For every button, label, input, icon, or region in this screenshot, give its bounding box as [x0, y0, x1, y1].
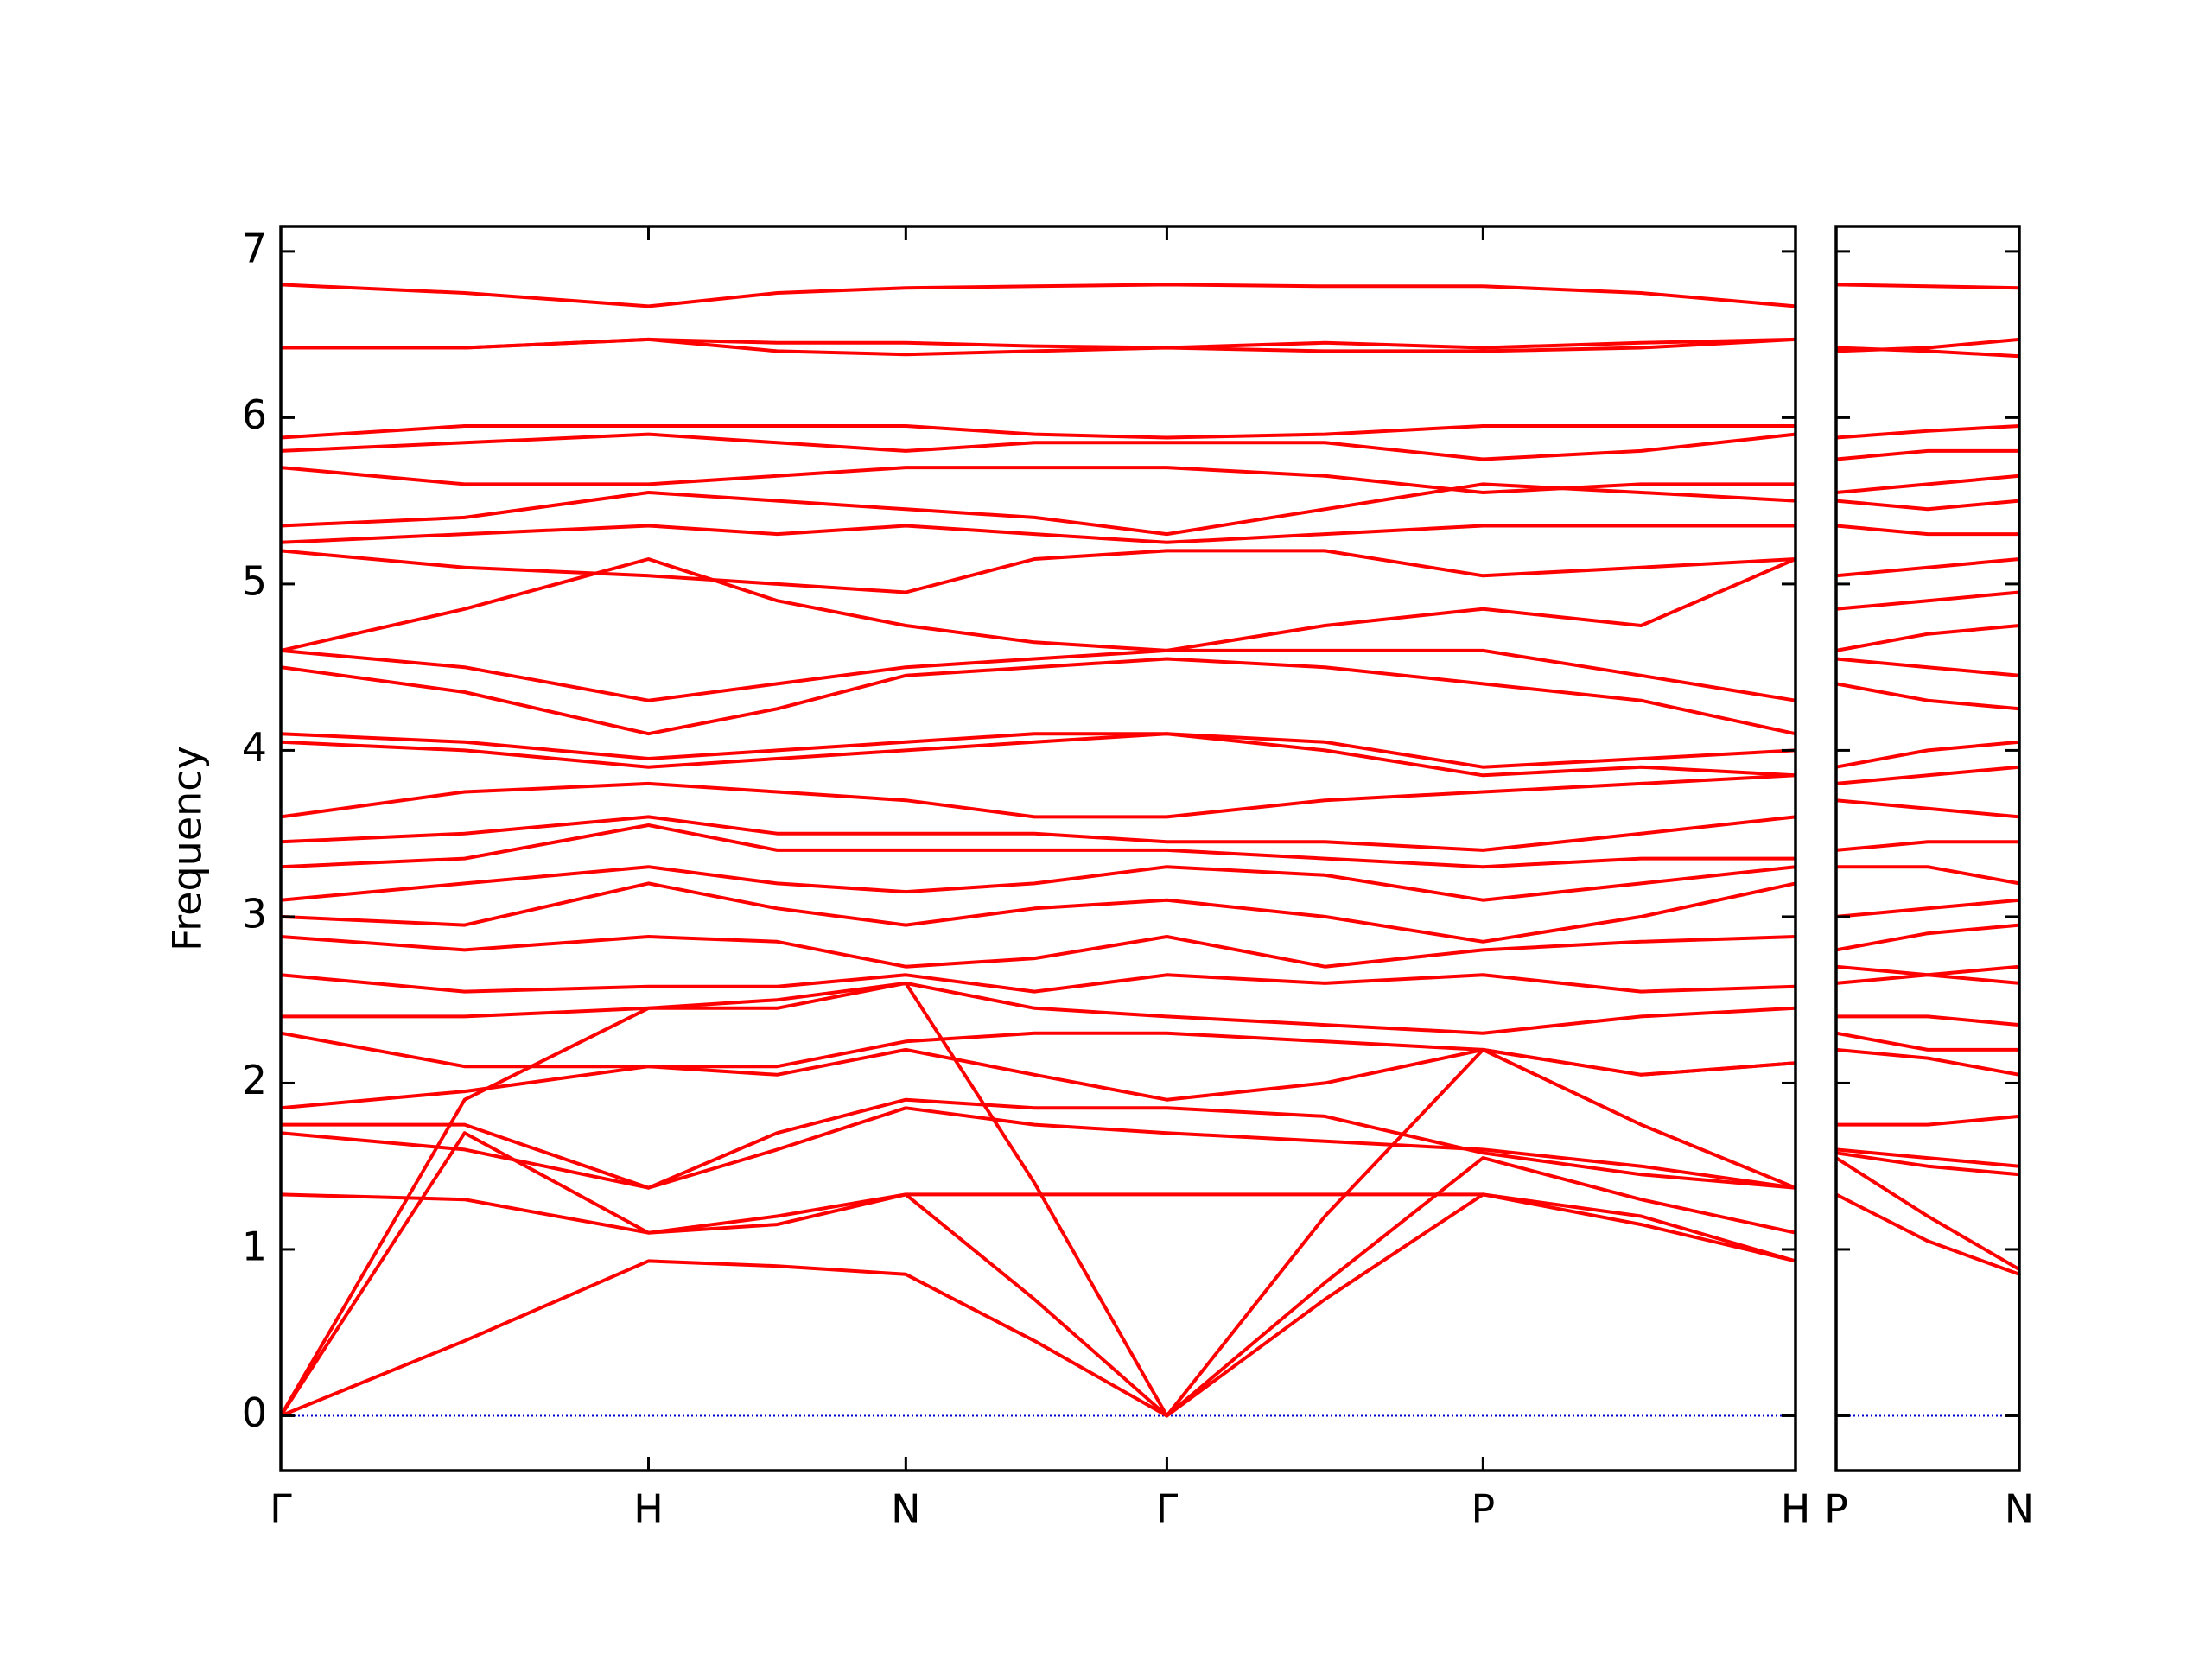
band-line	[280, 283, 1796, 308]
x-tick-label: P	[1824, 1486, 1848, 1533]
band-line	[1835, 682, 2020, 711]
axes-frame	[1834, 225, 2021, 1472]
band-line	[1835, 624, 2020, 652]
band-line	[280, 773, 1796, 819]
band-line	[1835, 424, 2020, 440]
y-tick-label: 3	[242, 890, 267, 937]
band-line	[1835, 1151, 2020, 1177]
band-line	[281, 337, 1796, 357]
x-tick-label: N	[2005, 1486, 2034, 1533]
band-line	[279, 981, 1796, 1418]
band-line	[280, 865, 1796, 902]
y-tick-label: 0	[242, 1389, 267, 1436]
band-line	[280, 432, 1796, 461]
y-tick-label: 6	[242, 391, 267, 438]
band-line	[1835, 346, 2020, 359]
band-line	[1835, 740, 2020, 769]
band-line	[1835, 798, 2020, 819]
band-line	[1835, 524, 2019, 537]
band-line	[281, 981, 1796, 1035]
band-line	[1835, 283, 2020, 290]
band-line	[280, 1106, 1796, 1190]
band-line	[1835, 1047, 2020, 1077]
band-line	[280, 935, 1796, 969]
band-line	[281, 1097, 1796, 1190]
band-line	[280, 732, 1796, 769]
band-line	[280, 881, 1796, 944]
x-tick-label: Γ	[1156, 1486, 1179, 1533]
band-line	[280, 815, 1796, 852]
band-line	[1835, 448, 2019, 461]
band-line	[280, 557, 1796, 652]
y-tick-label: 4	[242, 724, 267, 771]
band-line	[280, 466, 1796, 494]
x-tick-label: H	[633, 1486, 664, 1533]
band-line	[280, 1031, 1796, 1077]
band-line	[1834, 1156, 2021, 1271]
band-line	[280, 648, 1796, 702]
band-line	[280, 549, 1796, 594]
band-line	[1835, 657, 2020, 677]
band-line	[279, 1131, 1796, 1418]
x-tick-label: N	[891, 1486, 920, 1533]
band-line	[280, 524, 1796, 544]
band-line	[1835, 898, 2020, 918]
band-line	[1835, 474, 2020, 494]
band-line	[1835, 1147, 2020, 1168]
band-line	[1835, 590, 2020, 611]
x-tick-label: Γ	[270, 1486, 292, 1533]
band-line	[1835, 499, 2020, 512]
band-line	[1836, 1014, 2020, 1027]
band-line	[1835, 765, 2020, 785]
y-tick-label: 5	[242, 557, 267, 604]
band-line	[280, 732, 1796, 778]
y-tick-label: 7	[242, 225, 267, 271]
x-tick-label: P	[1471, 1486, 1495, 1533]
band-line	[1836, 865, 2020, 886]
band-line	[1835, 557, 2020, 578]
band-line	[280, 424, 1796, 440]
y-tick-label: 2	[242, 1057, 267, 1103]
band-line	[1835, 923, 2020, 952]
band-line	[280, 1192, 1796, 1418]
band-line	[280, 1192, 1796, 1263]
y-axis-label: Frequency	[164, 746, 211, 951]
band-line	[1835, 1192, 2020, 1276]
band-line	[1835, 1031, 2019, 1052]
x-tick-label: H	[1781, 1486, 1811, 1533]
band-line	[1835, 964, 2020, 977]
y-tick-label: 1	[242, 1223, 267, 1269]
band-line	[280, 973, 1796, 994]
axes-frame	[279, 225, 1797, 1472]
band-line	[280, 823, 1796, 869]
band-line	[1835, 840, 2019, 852]
band-line	[280, 482, 1796, 537]
band-line	[280, 657, 1796, 736]
band-line	[1836, 1114, 2020, 1127]
